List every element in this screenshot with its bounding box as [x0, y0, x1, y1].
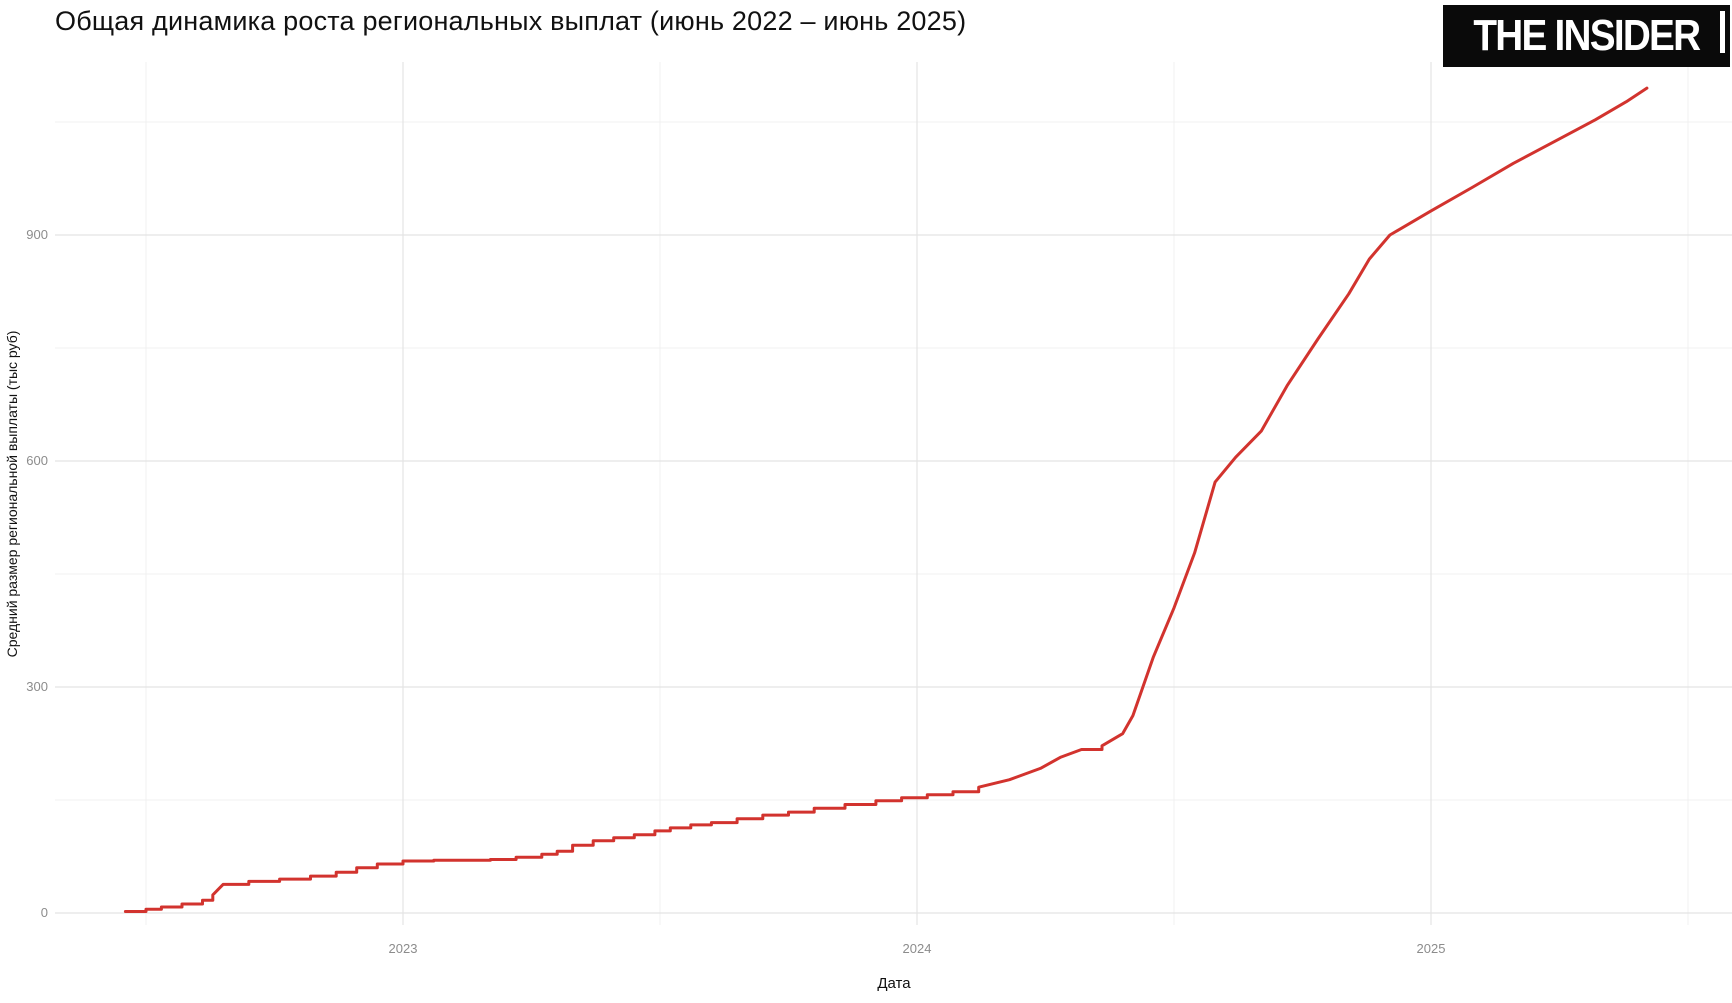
x-tick-label: 2024 [903, 941, 932, 956]
y-tick-label: 300 [26, 679, 48, 694]
x-tick-label: 2023 [389, 941, 418, 956]
y-tick-labels: 0 300 600 900 [26, 227, 48, 920]
the-insider-logo-text: THE INSIDER [1473, 11, 1702, 60]
x-axis-title: Дата [877, 975, 911, 992]
gridlines-major [55, 62, 1732, 925]
gridlines-minor [55, 62, 1732, 925]
chart-title: Общая динамика роста региональных выплат… [55, 6, 967, 36]
y-tick-label: 0 [41, 905, 48, 920]
logo-cursor-bar-icon [1720, 11, 1725, 53]
the-insider-logo: THE INSIDER [1443, 5, 1730, 67]
x-tick-label: 2025 [1417, 941, 1446, 956]
y-tick-label: 600 [26, 453, 48, 468]
payments-trend-line [123, 86, 1649, 913]
x-tick-labels: 2023 2024 2025 [389, 941, 1446, 956]
y-axis-title: Средний размер региональной выплаты (тыс… [4, 331, 20, 658]
y-tick-label: 900 [26, 227, 48, 242]
